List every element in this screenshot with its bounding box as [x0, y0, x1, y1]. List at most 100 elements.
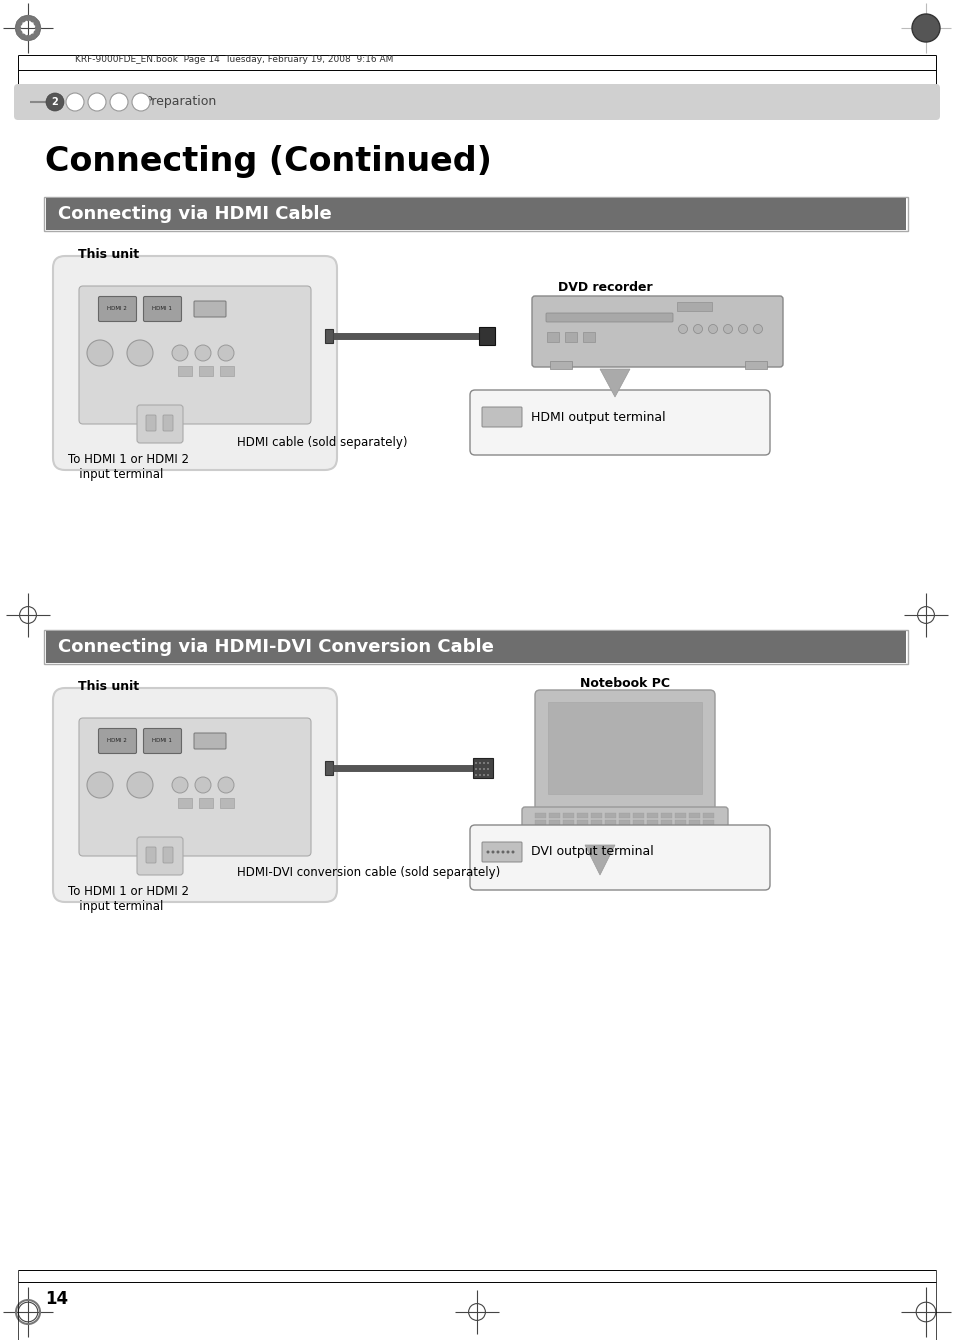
- Bar: [590, 813, 601, 817]
- Circle shape: [482, 768, 484, 770]
- Circle shape: [911, 13, 939, 42]
- Text: This unit: This unit: [78, 679, 139, 693]
- Bar: [660, 813, 671, 817]
- Circle shape: [17, 20, 22, 25]
- Circle shape: [738, 324, 747, 334]
- Circle shape: [15, 25, 20, 31]
- Bar: [688, 820, 700, 825]
- Circle shape: [30, 17, 35, 21]
- FancyBboxPatch shape: [470, 825, 769, 890]
- Bar: [633, 813, 643, 817]
- Text: Connecting (Continued): Connecting (Continued): [45, 145, 492, 178]
- Circle shape: [482, 775, 484, 776]
- FancyBboxPatch shape: [193, 302, 226, 318]
- Bar: [535, 827, 545, 832]
- Circle shape: [35, 25, 40, 31]
- Circle shape: [496, 851, 499, 854]
- Text: Notebook PC: Notebook PC: [579, 677, 669, 690]
- Bar: [618, 813, 629, 817]
- Bar: [46, 631, 905, 663]
- Circle shape: [486, 768, 489, 770]
- FancyBboxPatch shape: [193, 733, 226, 749]
- Bar: [604, 813, 616, 817]
- FancyBboxPatch shape: [98, 296, 136, 322]
- Bar: [178, 799, 192, 808]
- Bar: [675, 813, 685, 817]
- Circle shape: [501, 851, 504, 854]
- Circle shape: [511, 851, 514, 854]
- Polygon shape: [599, 369, 629, 397]
- Bar: [604, 827, 616, 832]
- Bar: [535, 820, 545, 825]
- Bar: [646, 813, 658, 817]
- Circle shape: [172, 344, 188, 360]
- FancyBboxPatch shape: [98, 729, 136, 753]
- FancyBboxPatch shape: [53, 687, 336, 902]
- Circle shape: [34, 20, 39, 25]
- Bar: [478, 327, 495, 344]
- Bar: [688, 813, 700, 817]
- Bar: [44, 630, 907, 665]
- Circle shape: [87, 772, 112, 799]
- Bar: [547, 702, 701, 795]
- FancyBboxPatch shape: [163, 415, 172, 431]
- FancyBboxPatch shape: [146, 847, 156, 863]
- Circle shape: [46, 92, 64, 111]
- Bar: [633, 820, 643, 825]
- FancyBboxPatch shape: [14, 84, 939, 121]
- Circle shape: [478, 775, 480, 776]
- Circle shape: [218, 344, 233, 360]
- Bar: [577, 813, 587, 817]
- Text: DVI output terminal: DVI output terminal: [531, 846, 653, 859]
- Text: This unit: This unit: [78, 248, 139, 261]
- Bar: [178, 366, 192, 377]
- Circle shape: [491, 851, 494, 854]
- Text: HDMI 1: HDMI 1: [152, 307, 172, 311]
- Bar: [582, 332, 595, 342]
- Polygon shape: [584, 846, 615, 875]
- FancyBboxPatch shape: [143, 729, 181, 753]
- Circle shape: [20, 17, 26, 21]
- Circle shape: [475, 775, 476, 776]
- Bar: [325, 330, 333, 343]
- Text: 14: 14: [45, 1290, 68, 1308]
- FancyBboxPatch shape: [470, 390, 769, 456]
- Bar: [590, 820, 601, 825]
- Circle shape: [26, 35, 30, 40]
- FancyBboxPatch shape: [143, 296, 181, 322]
- Circle shape: [87, 340, 112, 366]
- Bar: [548, 827, 559, 832]
- Bar: [677, 302, 711, 311]
- Bar: [633, 827, 643, 832]
- FancyBboxPatch shape: [481, 842, 521, 862]
- Circle shape: [132, 92, 150, 111]
- Circle shape: [678, 324, 687, 334]
- Circle shape: [26, 16, 30, 20]
- Bar: [660, 820, 671, 825]
- Circle shape: [486, 775, 489, 776]
- FancyBboxPatch shape: [535, 690, 714, 815]
- FancyBboxPatch shape: [79, 718, 311, 856]
- Bar: [660, 827, 671, 832]
- Circle shape: [194, 777, 211, 793]
- Bar: [546, 332, 558, 342]
- Circle shape: [506, 851, 509, 854]
- FancyBboxPatch shape: [137, 838, 183, 875]
- Text: HDMI 1: HDMI 1: [152, 738, 172, 744]
- Bar: [702, 820, 713, 825]
- Bar: [590, 827, 601, 832]
- Bar: [646, 820, 658, 825]
- Circle shape: [66, 92, 84, 111]
- FancyBboxPatch shape: [583, 833, 656, 844]
- Bar: [646, 827, 658, 832]
- Circle shape: [475, 762, 476, 764]
- Bar: [675, 820, 685, 825]
- Circle shape: [30, 34, 35, 39]
- Circle shape: [693, 324, 701, 334]
- Text: Connecting via HDMI Cable: Connecting via HDMI Cable: [58, 205, 332, 222]
- FancyBboxPatch shape: [163, 847, 172, 863]
- Circle shape: [475, 768, 476, 770]
- Text: 2: 2: [51, 96, 58, 107]
- Text: HDMI-DVI conversion cable (sold separately): HDMI-DVI conversion cable (sold separate…: [236, 866, 499, 879]
- Text: Connecting via HDMI-DVI Conversion Cable: Connecting via HDMI-DVI Conversion Cable: [58, 638, 494, 657]
